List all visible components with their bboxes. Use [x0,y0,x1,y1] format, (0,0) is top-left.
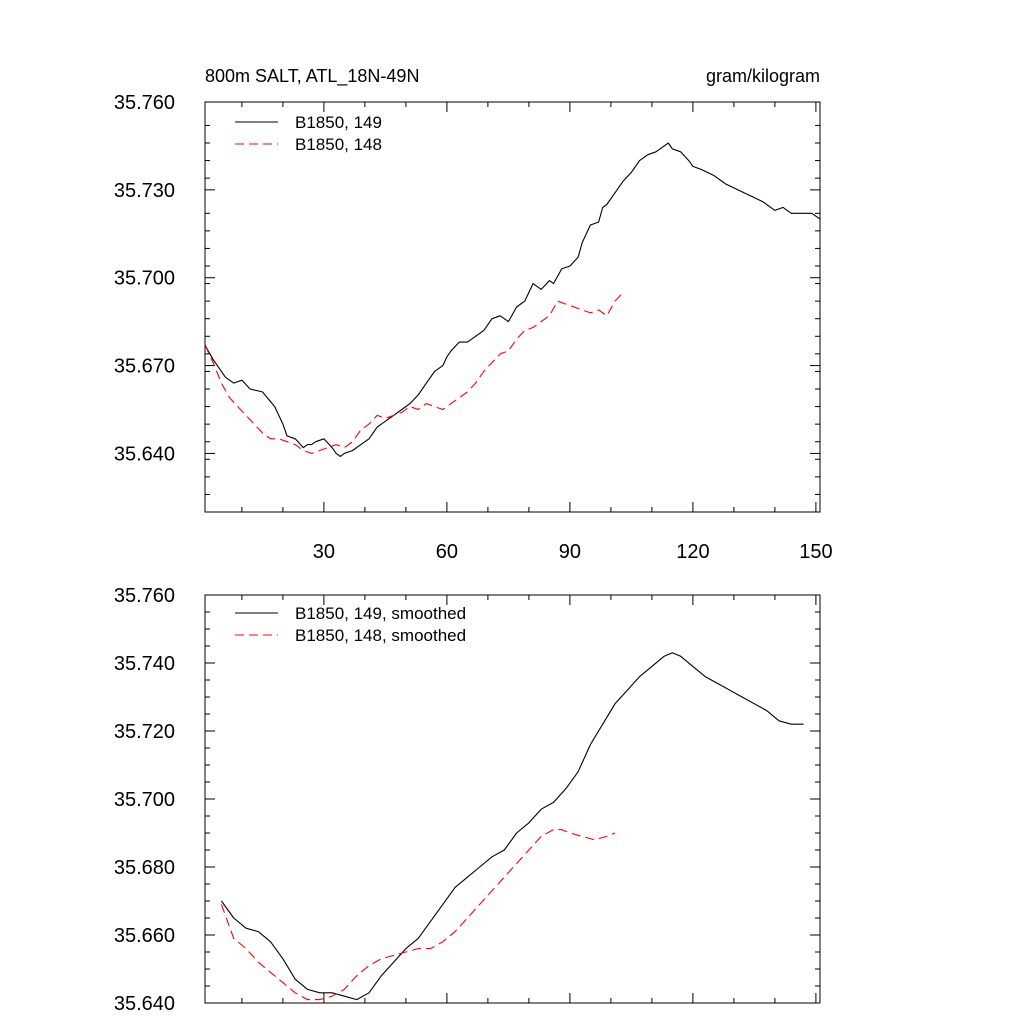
top-plot-frame [204,101,821,513]
x-tick-label: 120 [676,541,709,563]
y-tick-label: 35.670 [114,356,175,378]
y-tick-label: 35.700 [114,789,175,811]
top-panel-ticks: 30 60 90 120 150 35.640 35.670 35.700 35.730 35.7… [114,92,833,563]
legend-label-series-149-smoothed: B1850, 149, smoothed [295,604,466,623]
top-panel-series [204,142,821,457]
bottom-panel-legend: B1850, 149, smoothed B1850, 148, smoothe… [235,604,466,645]
y-tick-label: 35.700 [114,268,175,290]
y-tick-label: 35.730 [114,180,175,202]
x-tick-label: 60 [436,541,458,563]
bottom-panel-ticks: 35.640 35.660 35.680 35.700 35.720 35.740 35.7… [114,585,820,1015]
y-tick-label: 35.760 [114,585,175,607]
chart-title: 800m SALT, ATL_18N-49N [205,66,419,87]
x-tick-label: 90 [559,541,581,563]
x-tick-label: 30 [313,541,335,563]
y-tick-label: 35.660 [114,925,175,947]
legend-label-series-148: B1850, 148 [295,135,382,154]
series-line-b1850-149 [204,142,821,457]
bottom-panel-series [220,652,804,1001]
top-panel: 800m SALT, ATL_18N-49N gram/kilogram 30 6… [114,66,833,563]
bottom-panel: 35.640 35.660 35.680 35.700 35.720 35.740 35.7… [114,585,821,1015]
y-tick-label: 35.760 [114,92,175,114]
y-tick-label: 35.720 [114,721,175,743]
y-tick-label: 35.640 [114,443,175,465]
y-tick-label: 35.740 [114,653,175,675]
legend-label-series-149: B1850, 149 [295,113,382,132]
x-tick-label: 150 [799,541,832,563]
chart-units: gram/kilogram [706,66,820,86]
legend-label-series-148-smoothed: B1850, 148, smoothed [295,626,466,645]
series-line-b1850-149 [220,652,804,1001]
top-panel-legend: B1850, 149 B1850, 148 [235,113,382,154]
y-tick-label: 35.640 [114,993,175,1015]
bottom-plot-frame [204,594,821,1004]
series-line-b1850-148 [204,292,624,454]
y-tick-label: 35.680 [114,857,175,879]
